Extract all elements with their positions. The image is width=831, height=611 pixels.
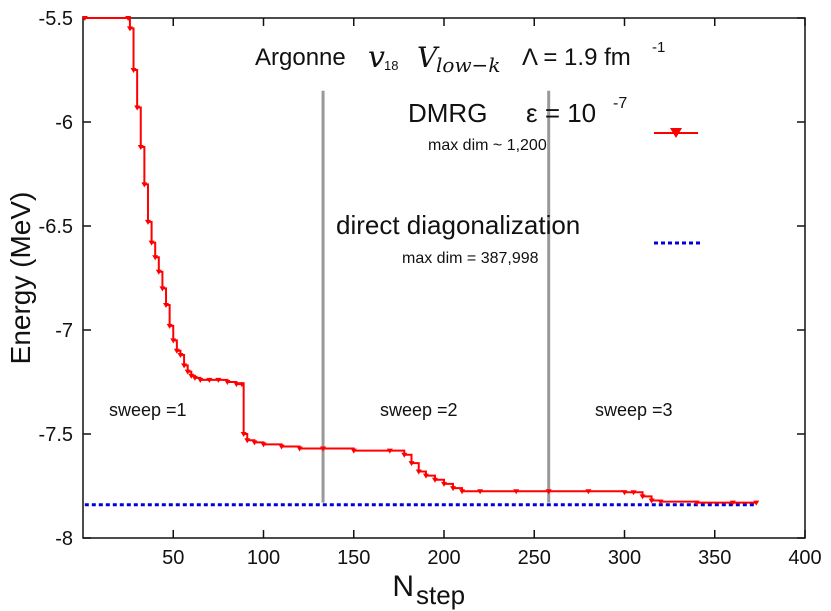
dmrg-point [170,338,177,344]
dmrg-point [657,499,664,505]
dmrg-point [233,382,240,388]
x-axis-label-sub: step [416,580,465,610]
dmrg-point [224,380,231,385]
dmrg-point [621,490,628,496]
dmrg-point [415,469,422,475]
legend-dmrg-epsilon: ε = 10 [526,98,596,128]
y-tick-labels: -8 -7.5 -7 -6.5 -6 -5.5 [39,8,73,550]
dmrg-point [648,498,655,504]
x-tick-label: 350 [698,547,731,569]
dmrg-point [459,489,466,495]
dmrg-point [215,377,222,383]
y-tick-label: -8 [55,528,73,550]
legend-dmrg-note: max dim ~ 1,200 [428,137,547,154]
dmrg-point [141,182,148,188]
dmrg-point [693,500,700,506]
y-tick-label: -7.5 [39,424,73,446]
chart-title-prefix: Argonne [255,44,346,71]
dmrg-markers [81,16,760,506]
x-tick-label: 50 [162,547,184,569]
dmrg-point [753,500,760,506]
dmrg-point [163,303,170,309]
dmrg-point [244,438,251,444]
axis-ticks [83,17,806,539]
x-tick-label: 250 [518,547,551,569]
dmrg-point [134,105,141,111]
dmrg-point [125,16,132,21]
title-potential-symbol: v [368,40,385,75]
dmrg-point [206,377,213,383]
dmrg-point [159,286,166,292]
y-axis-label: Energy (MeV) [5,192,36,365]
dmrg-point [152,255,159,261]
x-axis-label: N [392,570,414,603]
dmrg-point [585,489,592,495]
title-lambda: Λ = 1.9 fm [522,44,631,71]
dmrg-point [191,375,198,381]
dmrg-point [545,489,552,495]
sweep-label-3: sweep =3 [595,400,673,420]
dmrg-point [278,444,285,450]
dmrg-point [477,489,484,495]
legend-dmrg-marker [670,128,682,138]
dmrg-point [630,490,637,496]
dmrg-point [251,440,258,446]
y-tick-label: -6.5 [39,216,73,238]
dmrg-point [197,377,204,383]
sweep-label-2: sweep =2 [380,400,458,420]
dmrg-point [181,363,188,369]
dmrg-point [729,500,736,506]
dmrg-point [240,432,247,437]
dmrg-point [173,348,180,354]
dmrg-point [386,448,393,454]
y-tick-label: -7 [55,320,73,342]
dmrg-point [320,446,327,452]
dmrg-point [184,369,191,375]
dmrg-point [148,240,155,246]
dmrg-point [126,26,133,32]
title-potential-sub: 18 [384,58,398,73]
dmrg-point [450,486,457,492]
x-tick-label: 400 [788,547,821,569]
y-tick-label: -5.5 [39,8,73,30]
title-vlow-symbol: V [417,41,440,74]
dmrg-point [177,352,184,358]
legend-direct-note: max dim = 387,998 [402,250,539,267]
title-vlow-sub: low−k [436,53,500,77]
legend-direct-label: direct diagonalization [336,210,580,240]
dmrg-point [422,473,429,479]
dmrg-point [350,448,357,454]
x-tick-label: 200 [427,547,460,569]
x-tick-label: 300 [608,547,641,569]
dmrg-point [260,442,267,448]
x-tick-label: 100 [247,547,280,569]
dmrg-point [401,452,408,458]
x-tick-label: 150 [337,547,370,569]
x-tick-labels: 50 100 150 200 250 300 350 400 [162,547,822,569]
dmrg-point [144,219,151,225]
dmrg-point [166,323,173,329]
dmrg-point [441,481,447,487]
title-lambda-sup: -1 [652,39,665,56]
dmrg-point [188,373,195,379]
dmrg-point [639,494,646,500]
dmrg-point [130,68,137,73]
dmrg-point [81,16,88,21]
y-tick-label: -6 [55,112,73,134]
dmrg-point [137,144,144,150]
dmrg-point [431,477,438,483]
dmrg-point [155,269,162,275]
legend-dmrg-epsilon-exp: -7 [613,95,627,112]
dmrg-point [296,446,303,452]
plot-frame [82,17,806,539]
dmrg-point [238,382,245,388]
legend-dmrg-label: DMRG [408,98,487,128]
dmrg-point [408,461,415,467]
dmrg-point [513,489,520,495]
sweep-label-1: sweep =1 [109,400,187,420]
